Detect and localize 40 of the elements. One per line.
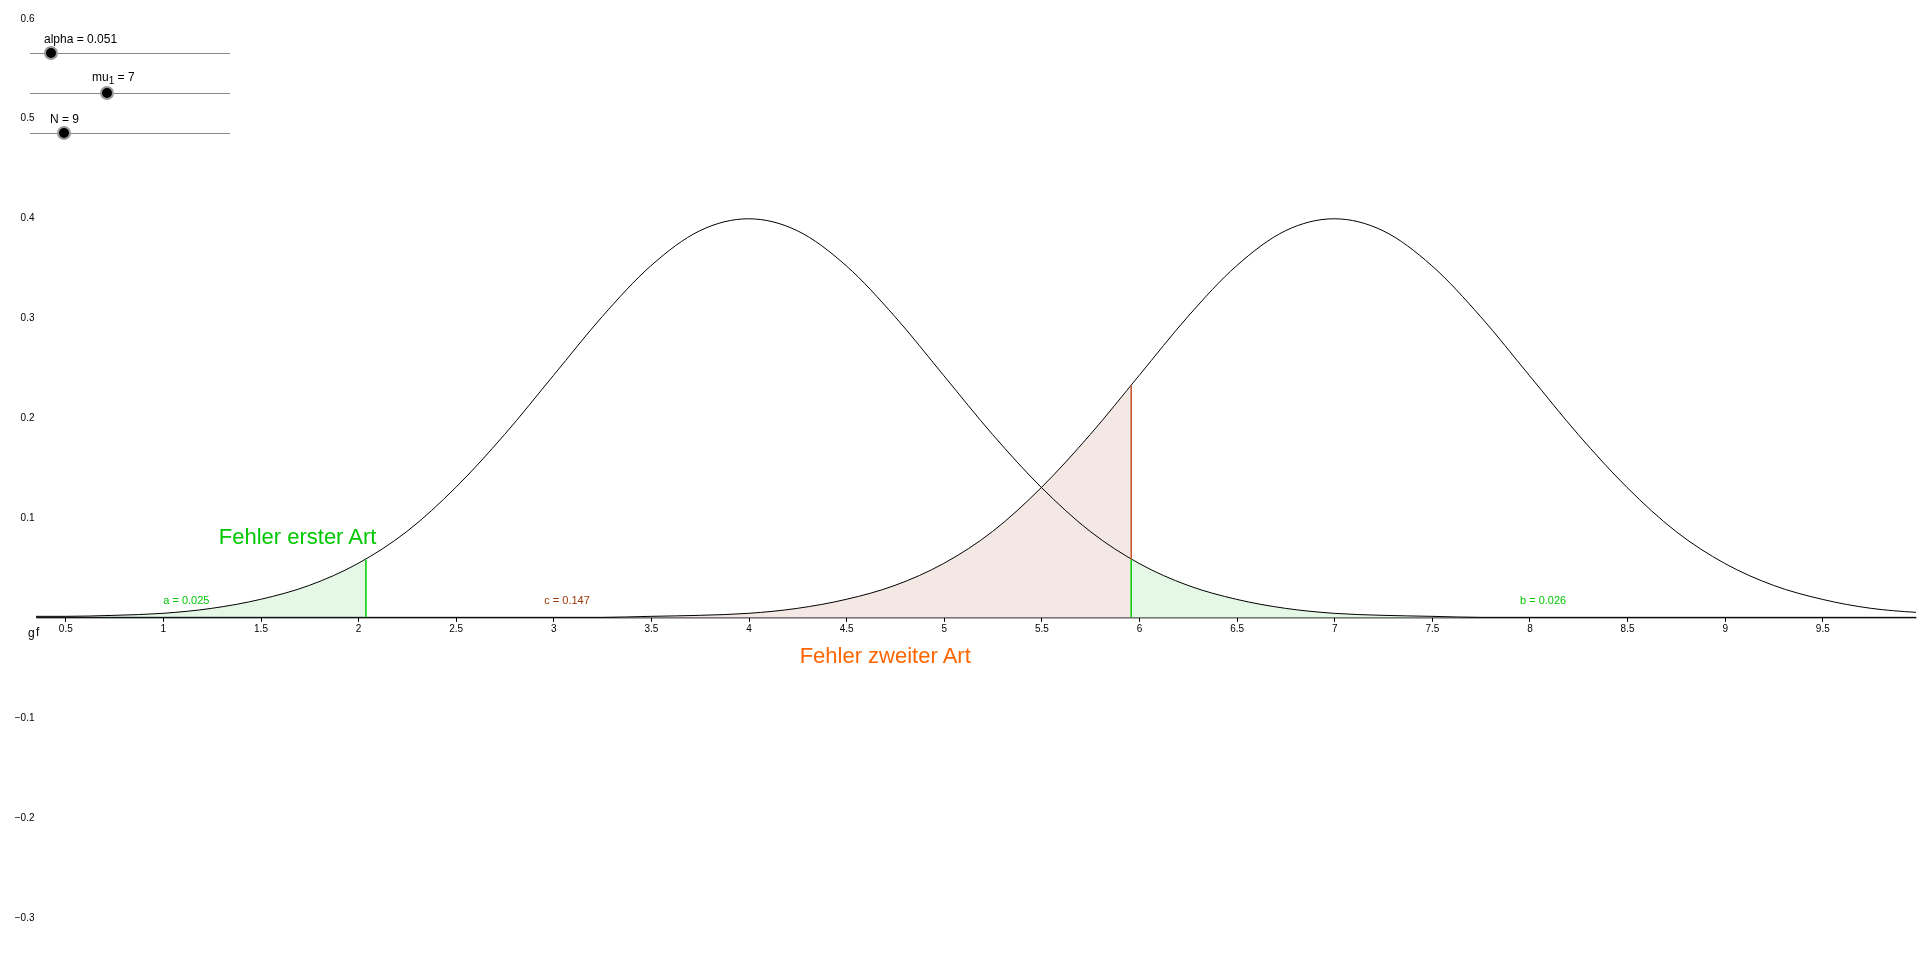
x-tick-label: 9 — [1722, 622, 1729, 634]
y-tick-label: 0.2 — [20, 412, 35, 424]
slider: alpha = 0.051 — [30, 30, 230, 60]
x-tick-label: 2.5 — [449, 622, 464, 634]
y-tick-label: −0.2 — [14, 811, 35, 823]
annotation: Fehler zweiter Art — [799, 643, 971, 669]
x-tick-label: 8.5 — [1620, 622, 1635, 634]
annotation: b = 0.026 — [1520, 594, 1567, 607]
x-tick-label: 3 — [551, 622, 558, 634]
x-tick-label: 5 — [941, 622, 948, 634]
x-tick-label: 6.5 — [1230, 622, 1245, 634]
series-label: g — [28, 626, 35, 641]
x-tick-label: 7 — [1331, 622, 1338, 634]
x-tick-label: 2 — [355, 622, 362, 634]
x-tick-label: 4.5 — [839, 622, 855, 634]
x-tick-label: 3.5 — [644, 622, 659, 634]
annotation: c = 0.147 — [544, 594, 590, 607]
x-tick-label: 6 — [1136, 622, 1143, 634]
annotation: alpha = 0.051 — [44, 32, 118, 46]
x-tick-label: 8 — [1527, 622, 1534, 634]
x-tick-label: 9.5 — [1815, 622, 1831, 634]
y-tick-label: 0.6 — [20, 12, 35, 24]
annotation: mu$_{1}$ = 7 — [92, 69, 135, 86]
annotation: a = 0.025 — [163, 594, 210, 607]
slider: mu$_{1}$ = 7 — [30, 70, 230, 100]
annotation: N = 9 — [50, 112, 80, 126]
y-tick-label: 0.5 — [20, 112, 35, 124]
y-tick-label: −0.3 — [14, 911, 35, 923]
y-tick-label: 0.4 — [20, 212, 35, 224]
annotation: Fehler erster Art — [218, 524, 377, 550]
x-tick-label: 1 — [160, 622, 167, 634]
x-tick-label: 5.5 — [1034, 622, 1050, 634]
x-tick-label: 7.5 — [1425, 622, 1440, 634]
y-tick-label: 0.1 — [20, 511, 35, 523]
x-tick-label: 4 — [746, 622, 753, 634]
x-tick-label: 1.5 — [254, 622, 269, 634]
y-tick-label: 0.3 — [20, 312, 35, 324]
y-tick-label: −0.1 — [14, 711, 35, 723]
series-label: f — [36, 625, 40, 640]
x-tick-label: 0.5 — [58, 622, 74, 634]
